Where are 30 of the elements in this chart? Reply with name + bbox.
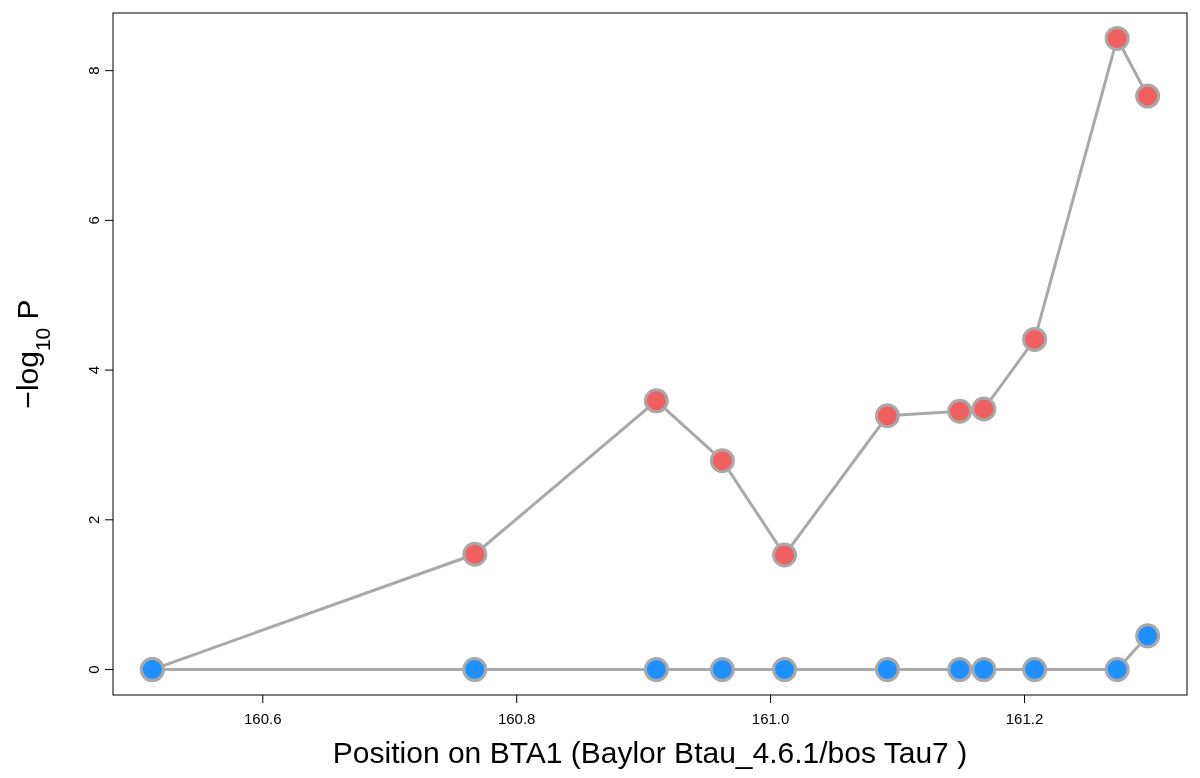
x-tick-label: 160.6 — [244, 709, 282, 727]
y-tick-label: 6 — [85, 216, 102, 225]
point — [947, 398, 973, 424]
point — [772, 657, 798, 683]
x-axis-title: Position on BTA1 (Baylor Btau_4.6.1/bos Tau7 ) — [332, 736, 968, 769]
point — [1104, 25, 1130, 51]
point — [772, 542, 798, 568]
x-tick-label: 160.8 — [497, 709, 536, 727]
point — [947, 657, 973, 683]
point — [643, 388, 669, 414]
point — [643, 657, 669, 683]
y-tick-label: 0 — [85, 665, 102, 674]
point — [1104, 657, 1130, 683]
point — [1135, 623, 1161, 649]
point — [462, 657, 488, 683]
point — [1022, 657, 1048, 683]
y-tick-label: 8 — [85, 66, 102, 75]
y-tick-label: 2 — [85, 515, 102, 524]
point — [971, 396, 997, 422]
point — [1135, 83, 1161, 109]
point — [709, 657, 735, 683]
x-tick-label: 161.0 — [751, 709, 790, 727]
point — [874, 403, 900, 429]
x-tick-label: 161.2 — [1005, 709, 1044, 727]
point — [874, 657, 900, 683]
point — [709, 448, 735, 474]
y-tick-label: 4 — [85, 365, 102, 375]
point — [462, 541, 488, 567]
point — [1022, 326, 1048, 352]
point — [971, 657, 997, 683]
